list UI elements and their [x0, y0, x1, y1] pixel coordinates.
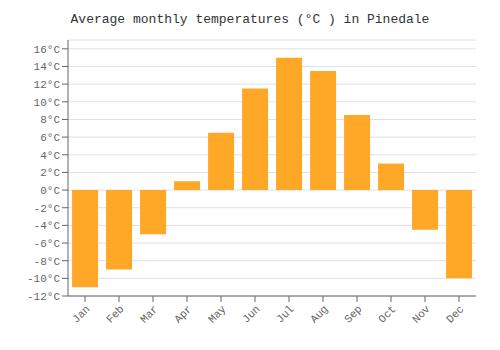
svg-text:12°C: 12°C — [34, 79, 61, 91]
svg-text:-10°C: -10°C — [27, 273, 60, 285]
svg-text:8°C: 8°C — [40, 114, 60, 126]
svg-text:-12°C: -12°C — [27, 291, 60, 303]
svg-text:Oct: Oct — [376, 303, 398, 325]
svg-text:Jul: Jul — [274, 303, 296, 325]
svg-text:16°C: 16°C — [34, 44, 61, 56]
svg-text:0°C: 0°C — [40, 185, 60, 197]
svg-text:2°C: 2°C — [40, 167, 60, 179]
svg-text:-6°C: -6°C — [34, 238, 61, 250]
svg-text:Mar: Mar — [138, 303, 160, 325]
svg-text:May: May — [206, 303, 229, 326]
svg-text:Sep: Sep — [342, 303, 364, 325]
svg-text:Apr: Apr — [172, 303, 194, 325]
html-text:Average monthly temperatures (: Average monthly temperatures (°C ) in Pi… — [70, 12, 430, 27]
svg-text:Jun: Jun — [240, 303, 262, 325]
svg-text:-8°C: -8°C — [34, 256, 61, 268]
svg-text:Nov: Nov — [410, 303, 433, 326]
svg-text:-4°C: -4°C — [34, 220, 61, 232]
svg-text:4°C: 4°C — [40, 150, 60, 162]
svg-text:10°C: 10°C — [34, 97, 61, 109]
svg-text:14°C: 14°C — [34, 61, 61, 73]
svg-text:6°C: 6°C — [40, 132, 60, 144]
svg-text:Aug: Aug — [308, 303, 330, 325]
svg-text:-2°C: -2°C — [34, 203, 61, 215]
svg-text:Feb: Feb — [104, 303, 126, 325]
svg-text:Dec: Dec — [444, 303, 466, 325]
svg-text:Jan: Jan — [70, 303, 92, 325]
